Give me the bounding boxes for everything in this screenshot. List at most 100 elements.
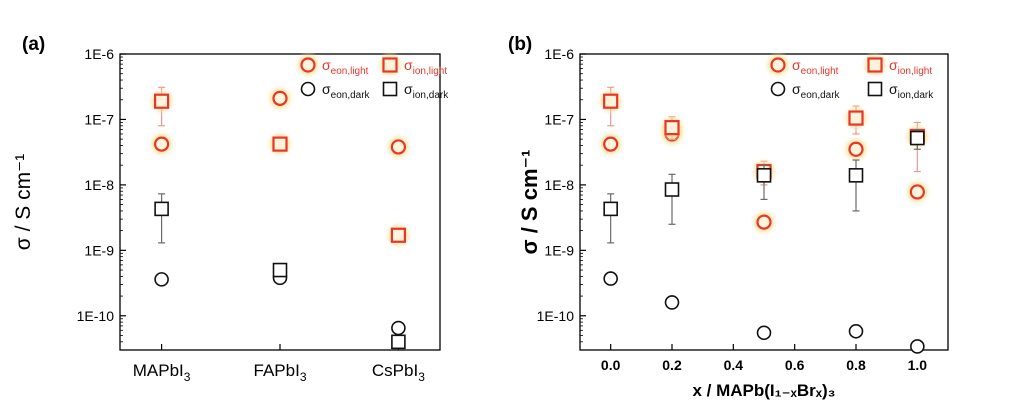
y-tick-label: 1E-8 (84, 177, 114, 193)
data-point-eon_dark (848, 323, 864, 339)
data-point-eon_light (390, 139, 406, 155)
x-tick-label: MAPbI3 (133, 361, 191, 384)
series-eon_dark (603, 271, 925, 354)
x-tick-label: FAPbI3 (254, 361, 307, 384)
legend-label: σion,light (889, 57, 932, 77)
series-eon_dark (154, 270, 406, 336)
legend-label: σion,dark (404, 81, 449, 101)
x-tick-label-base: MAPbI (133, 361, 184, 380)
series-eon_light (596, 119, 932, 237)
data-point-ion_dark (910, 130, 925, 146)
x-axis-label: x / MAPb(I₁₋ₓBrₓ)₃ (692, 381, 835, 400)
y-axis-label: σ / S cm⁻¹ (517, 150, 542, 255)
legend-label: σeon,dark (322, 81, 371, 101)
panel-label: (a) (22, 34, 45, 55)
legend-label-sub: eon,dark (801, 90, 841, 101)
y-tick-label: 1E-7 (544, 111, 574, 127)
legend-marker (867, 81, 883, 97)
data-point-ion_light (154, 93, 170, 109)
data-point-eon_light (909, 184, 925, 200)
legend-label: σeon,dark (792, 81, 841, 101)
data-point-eon_light (756, 214, 772, 230)
data-point-eon_dark (664, 295, 680, 310)
data-point-eon_light (154, 136, 170, 152)
legend-label-base: σ (322, 57, 331, 73)
panel-label: (b) (508, 34, 532, 55)
legend-label-base: σ (404, 57, 413, 73)
data-point-eon_dark (910, 339, 925, 354)
data-point-eon_dark (154, 272, 169, 287)
y-tick-label: 1E-9 (544, 242, 574, 258)
plot-frame (579, 53, 949, 351)
y-tick-label: 1E-8 (544, 177, 574, 193)
x-tick-label-base: CsPbI (372, 361, 418, 380)
y-tick-label: 1E-7 (84, 111, 114, 127)
legend-label-base: σ (404, 81, 413, 97)
x-tick-label-sub: 3 (418, 370, 425, 384)
data-point-eon_light (603, 136, 619, 152)
series-ion_light (147, 86, 413, 250)
data-point-eon_dark (756, 325, 772, 341)
legend-label-base: σ (792, 57, 801, 73)
legend-label-sub: eon,light (801, 66, 839, 77)
data-point-ion_light (664, 120, 680, 136)
legend-label-sub: eon,dark (331, 90, 371, 101)
y-tick-label: 1E-10 (537, 308, 575, 324)
data-point-ion_light (390, 227, 406, 243)
data-point-eon_dark (603, 271, 618, 286)
data-point-ion_dark (664, 182, 680, 197)
legend-label-base: σ (889, 81, 898, 97)
data-point-ion_light (603, 93, 619, 109)
legend-label: σion,light (404, 57, 447, 77)
x-tick-label: 0.0 (601, 357, 621, 373)
x-tick-label: 0.6 (785, 357, 805, 373)
y-tick-label: 1E-9 (84, 242, 114, 258)
x-tick-label: 0.8 (846, 357, 866, 373)
legend-label: σeon,light (792, 57, 839, 77)
x-tick-label-base: FAPbI (254, 361, 300, 380)
legend-label-sub: ion,light (898, 66, 933, 77)
data-point-ion_dark (756, 168, 772, 183)
panel-b: (b) 1E-10 1E-9 1E-8 1E-7 1E-6 0.0 0.2 0.4 0.6 0.8 1… (508, 34, 949, 400)
legend-label-base: σ (322, 81, 331, 97)
series-eon_light (147, 84, 413, 161)
legend-marker (382, 81, 398, 97)
series-ion_light (596, 86, 932, 186)
legend-label-sub: ion,dark (413, 90, 450, 101)
legend-label-sub: ion,dark (898, 90, 935, 101)
y-tick-label: 1E-6 (84, 46, 114, 62)
data-point-eon_light (272, 90, 288, 106)
legend-marker (300, 57, 316, 73)
legend-label-base: σ (889, 57, 898, 73)
series-ion_dark (154, 193, 406, 350)
data-point-eon_light (848, 141, 864, 157)
legend-label-sub: eon,light (331, 66, 369, 77)
legend-marker (867, 57, 883, 73)
legend-marker (300, 81, 316, 97)
legend-label: σeon,light (322, 57, 369, 77)
data-point-ion_dark (154, 201, 169, 217)
data-point-eon_dark (391, 320, 406, 336)
x-tick-label: 0.4 (724, 357, 744, 373)
legend-label-base: σ (792, 81, 801, 97)
x-tick-label-sub: 3 (300, 370, 307, 384)
legend-label-sub: ion,light (413, 66, 448, 77)
legend-label: σion,dark (889, 81, 934, 101)
series-ion_dark (603, 128, 925, 244)
y-tick-label: 1E-6 (544, 46, 574, 62)
y-axis-label: σ / S cm⁻¹ (12, 154, 35, 250)
legend-marker (770, 57, 786, 73)
data-point-ion_light (848, 110, 864, 126)
legend-marker (382, 57, 398, 73)
x-tick-label: 1.0 (908, 357, 928, 373)
x-tick-label-sub: 3 (184, 370, 191, 384)
x-tick-label: 0.2 (662, 357, 682, 373)
x-tick-label: CsPbI3 (372, 361, 425, 384)
y-tick-label: 1E-10 (77, 308, 115, 324)
legend-marker (770, 81, 786, 97)
data-point-ion_dark (272, 262, 288, 278)
